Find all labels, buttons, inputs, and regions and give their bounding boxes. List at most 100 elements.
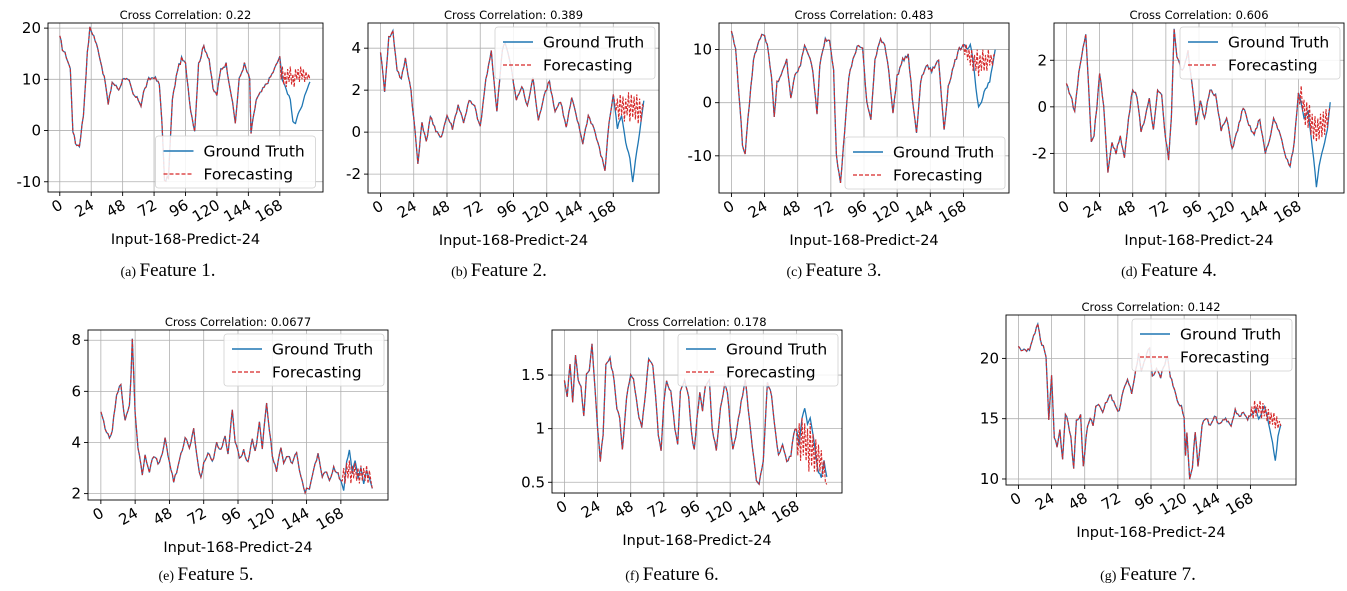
legend-label-forecasting: Forecasting — [1180, 349, 1270, 367]
legend-box — [844, 136, 1006, 190]
x-tick-label: 168 — [585, 197, 619, 227]
x-tick-label: 96 — [218, 504, 244, 529]
y-tick-label: 8 — [71, 331, 81, 349]
caption-letter: (e) — [158, 569, 177, 584]
legend-label-ground-truth: Ground Truth — [204, 143, 305, 161]
x-axis-label: Input-168-Predict-24 — [163, 540, 312, 556]
y-tick-label: -10 — [17, 173, 42, 191]
legend-label-forecasting: Forecasting — [543, 57, 633, 75]
y-tick-label: 2 — [71, 485, 81, 503]
x-tick-label: 48 — [150, 504, 176, 529]
y-tick-label: 0 — [31, 122, 41, 140]
ground-truth-forecast-line — [795, 408, 828, 478]
forecasting-input-line — [563, 343, 797, 486]
x-tick-label: 120 — [519, 197, 553, 227]
x-axis-label: Input-168-Predict-24 — [1124, 233, 1273, 249]
legend-label-forecasting: Forecasting — [204, 166, 294, 184]
forecasting-forecast-line — [1297, 85, 1331, 142]
forecasting-forecast-line — [1249, 400, 1282, 429]
chart-title: Cross Correlation: 0.178 — [627, 315, 766, 329]
x-tick-label: 96 — [166, 196, 192, 221]
x-tick-label: 168 — [1271, 197, 1305, 227]
y-tick-label: 10 — [22, 70, 41, 88]
y-tick-label: 2 — [1037, 51, 1047, 69]
ground-truth-forecast-line — [1249, 404, 1282, 461]
legend-label-forecasting: Forecasting — [272, 364, 362, 382]
x-tick-label: 168 — [936, 197, 970, 227]
x-tick-label: 48 — [1065, 489, 1091, 514]
y-tick-label: 20 — [22, 19, 41, 37]
caption-text: Feature 2. — [471, 260, 547, 281]
ground-truth-forecast-line — [963, 42, 996, 109]
x-tick-label: 0 — [90, 504, 107, 524]
legend-label-ground-truth: Ground Truth — [543, 34, 644, 52]
y-tick-label: 0 — [702, 94, 712, 112]
legend-label-ground-truth: Ground Truth — [272, 341, 373, 359]
subfigure-caption: (f) Feature 6. — [625, 564, 718, 585]
legend-label-ground-truth: Ground Truth — [1180, 326, 1281, 344]
forecasting-forecast-line — [612, 92, 645, 124]
x-tick-label: 72 — [811, 197, 837, 222]
legend-label-forecasting: Forecasting — [893, 167, 983, 185]
x-tick-label: 72 — [1098, 489, 1124, 514]
y-tick-label: 15 — [980, 410, 999, 428]
legend: Ground Truth Forecasting — [1179, 26, 1341, 80]
caption-letter: (f) — [625, 569, 643, 584]
x-tick-label: 144 — [1189, 489, 1223, 519]
x-axis-label: Input-168-Predict-24 — [622, 533, 771, 549]
legend-box — [677, 333, 839, 387]
subfigure-caption: (g) Feature 7. — [1100, 564, 1196, 585]
x-tick-label: 72 — [184, 504, 210, 529]
subfigure-caption: (b) Feature 2. — [451, 260, 547, 281]
y-tick-label: 10 — [980, 470, 999, 488]
y-tick-label: -2 — [1032, 144, 1047, 162]
ground-truth-forecast-line — [1297, 92, 1331, 188]
subfigure-caption: (c) Feature 3. — [786, 260, 881, 281]
forecasting-input-line — [1017, 322, 1251, 480]
x-tick-label: 144 — [221, 196, 255, 226]
x-tick-label: 120 — [869, 197, 903, 227]
series-group — [379, 28, 645, 183]
legend-label-forecasting: Forecasting — [1228, 57, 1318, 75]
x-tick-label: 120 — [702, 497, 736, 527]
x-tick-label: 0 — [369, 197, 386, 217]
x-tick-label: 24 — [1080, 197, 1106, 222]
caption-text: Feature 5. — [178, 564, 254, 585]
caption-text: Feature 3. — [806, 260, 882, 281]
x-tick-label: 96 — [844, 197, 870, 222]
series-group — [100, 338, 373, 496]
x-tick-label: 24 — [745, 197, 771, 222]
y-tick-label: -2 — [346, 165, 361, 183]
caption-letter: (d) — [1121, 265, 1141, 280]
ground-truth-forecast-line — [612, 94, 645, 183]
forecasting-forecast-line — [279, 56, 311, 88]
subfigure-caption: (e) Feature 5. — [158, 564, 253, 585]
legend-box — [223, 333, 385, 387]
y-tick-label: 1 — [535, 420, 545, 438]
x-tick-label: 48 — [778, 197, 804, 222]
x-tick-label: 120 — [244, 504, 278, 534]
x-tick-label: 0 — [1007, 489, 1024, 509]
subplot-g: 10 15 20 0 24 48 72 96 120 144 168 Cross Correlatio… — [980, 300, 1297, 585]
x-tick-label: 0 — [49, 196, 66, 216]
series-group — [1017, 321, 1282, 480]
y-tick-label: -10 — [688, 147, 713, 165]
chart-title: Cross Correlation: 0.606 — [1129, 8, 1268, 22]
series-group — [730, 30, 996, 183]
y-tick-label: 2 — [351, 81, 361, 99]
series-group — [563, 343, 828, 486]
legend: Ground Truth Forecasting — [677, 333, 839, 387]
y-tick-label: 0 — [351, 123, 361, 141]
caption-text: Feature 6. — [643, 564, 719, 585]
x-tick-label: 144 — [902, 197, 936, 227]
y-tick-label: 6 — [71, 382, 81, 400]
x-tick-label: 120 — [1156, 489, 1190, 519]
x-tick-label: 24 — [578, 497, 604, 522]
legend-label-ground-truth: Ground Truth — [726, 341, 827, 359]
x-tick-label: 144 — [279, 504, 313, 534]
forecasting-input-line — [379, 28, 614, 171]
subfigure-caption: (d) Feature 4. — [1121, 260, 1217, 281]
